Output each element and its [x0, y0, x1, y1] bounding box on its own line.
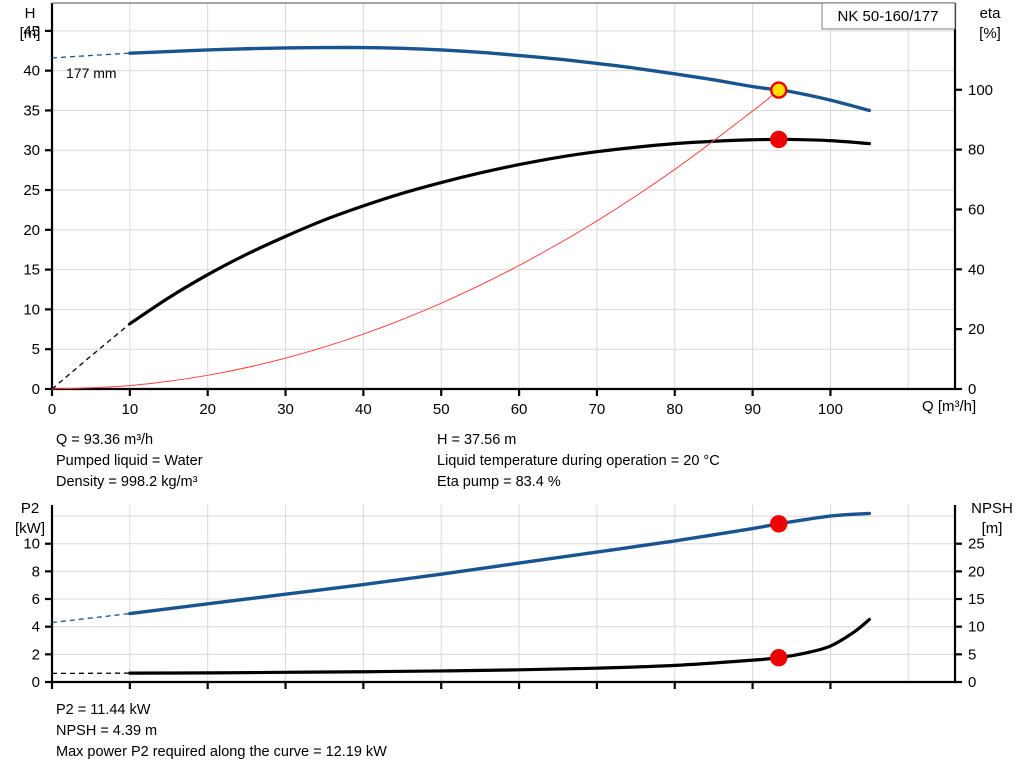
impeller-diameter-label: 177 mm: [66, 65, 117, 81]
y-left-tick-label: 8: [32, 563, 40, 580]
top-chart-markers[interactable]: [770, 81, 788, 149]
pump-model-label: NK 50-160/177: [838, 8, 939, 25]
x-tick-label: 100: [818, 401, 843, 418]
y-right-tick-label: 0: [968, 674, 976, 691]
max-power-line: Max power P2 required along the curve = …: [56, 744, 387, 760]
x-tick-label: 0: [48, 401, 56, 418]
duty-point-head-marker[interactable]: [770, 81, 788, 99]
y-left-tick-label: 6: [32, 591, 40, 608]
eta-axis-title: eta: [980, 5, 1002, 22]
curve-line: [128, 617, 871, 675]
npsh-value-line: NPSH = 4.39 m: [56, 723, 158, 739]
head-axis-title: H: [25, 5, 36, 22]
duty-point-npsh-marker[interactable]: [770, 649, 788, 667]
y-left-tick-label: 45: [23, 23, 40, 40]
pumped-liquid-line: Pumped liquid = Water: [56, 453, 203, 469]
bottom-chart-grid: [52, 505, 955, 682]
curve-line: [128, 137, 871, 326]
power-npsh-chart: 0 2 4 6 8 10 0 5 10 15 20 25 P2 [kW] NPSH [m]: [15, 500, 1013, 691]
y-left-tick-label: 0: [32, 381, 40, 398]
y-right-tick-label: 5: [968, 646, 976, 663]
y-left-tick-label: 5: [32, 341, 40, 358]
y-right-tick-label: 60: [968, 201, 985, 218]
power-p2-line: P2 = 11.44 kW: [56, 702, 151, 718]
top-chart-grid: [52, 3, 955, 389]
y-right-tick-label: 20: [968, 563, 985, 580]
duty-info-right: H = 37.56 m Liquid temperature during op…: [437, 430, 720, 493]
bottom-chart-axes: [45, 505, 962, 689]
flow-axis-title: Q [m³/h]: [922, 398, 976, 415]
eta-pump-line: Eta pump = 83.4 %: [437, 474, 561, 490]
bottom-chart-ticklabels: 0 2 4 6 8 10 0 5 10 15 20 25: [23, 536, 984, 691]
eta-axis-unit: [%]: [979, 25, 1001, 42]
duty-point-power-marker[interactable]: [770, 515, 788, 533]
top-chart-curves: [51, 45, 872, 390]
power-info: P2 = 11.44 kW NPSH = 4.39 m Max power P2…: [56, 700, 387, 763]
y-left-tick-label: 4: [32, 619, 40, 636]
top-chart-axes: [45, 2, 962, 396]
pump-model-badge: NK 50-160/177: [821, 2, 956, 30]
x-tick-label: 10: [122, 401, 139, 418]
bottom-chart-curves: [51, 511, 872, 675]
y-left-tick-label: 0: [32, 674, 40, 691]
curve-dashed-extension: [51, 52, 130, 59]
power-axis-title: P2: [21, 500, 39, 517]
y-right-tick-label: 10: [968, 619, 985, 636]
curve-line: [128, 45, 872, 113]
y-left-tick-label: 20: [23, 222, 40, 239]
npsh-axis-unit: [m]: [982, 520, 1003, 537]
y-right-tick-label: 100: [968, 82, 993, 99]
head-efficiency-chart: 0 5 10 15 20 25 30 35 40 45 0 20 40 60 80 100 0 10 20 30 40 5…: [20, 2, 1002, 418]
x-tick-label: 60: [511, 401, 528, 418]
y-right-tick-label: 80: [968, 142, 985, 159]
x-tick-label: 70: [589, 401, 606, 418]
y-left-tick-label: 35: [23, 102, 40, 119]
y-left-tick-label: 2: [32, 646, 40, 663]
curve-dashed-extension: [51, 323, 131, 390]
duty-head-line: H = 37.56 m: [437, 432, 517, 448]
duty-info-left: Q = 93.36 m³/h Pumped liquid = Water Den…: [56, 430, 203, 493]
pump-model-badge-box: [821, 2, 956, 30]
head-axis-unit: [m]: [20, 25, 41, 42]
top-chart-ticklabels: 0 5 10 15 20 25 30 35 40 45 0 20 40 60 80 100 0 10 20 30 40 5…: [23, 23, 993, 418]
npsh-axis-title: NPSH: [971, 500, 1013, 517]
x-tick-label: 50: [433, 401, 450, 418]
x-tick-label: 20: [199, 401, 216, 418]
x-tick-label: 30: [277, 401, 294, 418]
x-tick-label: 90: [744, 401, 761, 418]
liquid-temperature-line: Liquid temperature during operation = 20…: [437, 453, 720, 469]
y-left-tick-label: 30: [23, 142, 40, 159]
y-left-tick-label: 25: [23, 182, 40, 199]
density-line: Density = 998.2 kg/m³: [56, 474, 198, 490]
curve-dashed-extension: [51, 612, 130, 624]
duty-flow-line: Q = 93.36 m³/h: [56, 432, 154, 448]
y-left-tick-label: 10: [23, 536, 40, 553]
y-left-tick-label: 10: [23, 301, 40, 318]
bottom-chart-markers[interactable]: [770, 515, 788, 667]
duty-point-eta-marker[interactable]: [770, 130, 788, 149]
y-right-tick-label: 20: [968, 321, 985, 338]
y-right-tick-label: 15: [968, 591, 985, 608]
y-right-tick-label: 40: [968, 261, 985, 278]
y-right-tick-label: 0: [968, 381, 976, 398]
x-tick-label: 40: [355, 401, 372, 418]
y-right-tick-label: 25: [968, 536, 985, 553]
y-left-tick-label: 40: [23, 63, 40, 80]
curve-line: [51, 89, 780, 390]
y-left-tick-label: 15: [23, 262, 40, 279]
x-tick-label: 80: [666, 401, 683, 418]
power-axis-unit: [kW]: [15, 520, 45, 537]
